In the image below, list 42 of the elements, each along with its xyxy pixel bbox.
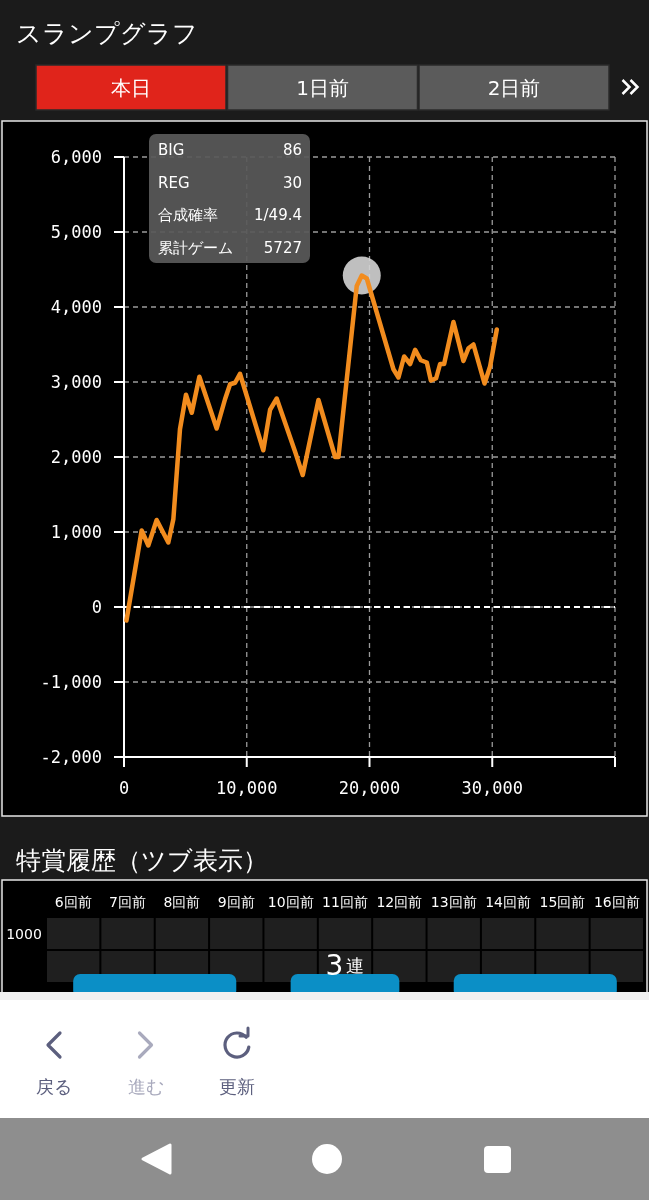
y-tick-label: 1,000 (50, 522, 102, 542)
annotation: 5727 (263, 238, 302, 257)
x-tick-label: 10回前 (267, 894, 314, 910)
annotation: 30 (282, 173, 302, 192)
annotation: 累計ゲーム (158, 238, 233, 257)
annotation: 1/49.4 (254, 206, 302, 224)
text: 2日前 (487, 76, 541, 100)
chart-title: 特賞履歴（ツブ表示） (16, 845, 268, 875)
x-tick-label: 10,000 (216, 778, 278, 798)
y-tick-label: -1,000 (40, 672, 102, 692)
x-tick-label: 8回前 (163, 894, 201, 910)
y-tick-label: 6,000 (50, 147, 102, 167)
y-tick-label: -2,000 (40, 747, 102, 767)
x-tick-label: 20,000 (338, 778, 401, 798)
x-tick-label: 7回前 (109, 894, 147, 910)
text: 1日前 (296, 76, 349, 100)
line-series (124, 273, 500, 623)
text: 更新 (219, 1075, 255, 1097)
y-tick-label: 3,000 (50, 372, 102, 392)
x-tick-label: 14回前 (485, 894, 531, 910)
x-tick-label: 0 (118, 778, 130, 798)
x-tick-label: 15回前 (539, 894, 586, 910)
annotation: REG (158, 173, 190, 192)
x-tick-label: 6回前 (54, 894, 92, 910)
x-tick-label: 12回前 (376, 894, 423, 910)
x-tick-label: 11回前 (322, 894, 368, 910)
annotation: 合成確率 (158, 206, 218, 224)
annotation: 86 (282, 141, 302, 159)
annotation: BIG (158, 141, 185, 159)
x-tick-label: 30,000 (461, 778, 523, 798)
text: 本日 (111, 76, 151, 100)
x-tick-label: 16回前 (593, 894, 640, 910)
y-tick-label: 5,000 (50, 222, 102, 242)
x-tick-label: 13回前 (430, 894, 477, 910)
text: 戻る (36, 1075, 72, 1097)
x-tick-label: 9回前 (217, 894, 255, 910)
y-tick-label: 4,000 (50, 297, 102, 317)
text: 進む (127, 1075, 164, 1097)
text: スランプグラフ (16, 18, 198, 48)
y-tick-label: 1000 (6, 926, 42, 942)
y-tick-label: 0 (91, 597, 102, 617)
y-tick-label: 2,000 (50, 447, 102, 467)
